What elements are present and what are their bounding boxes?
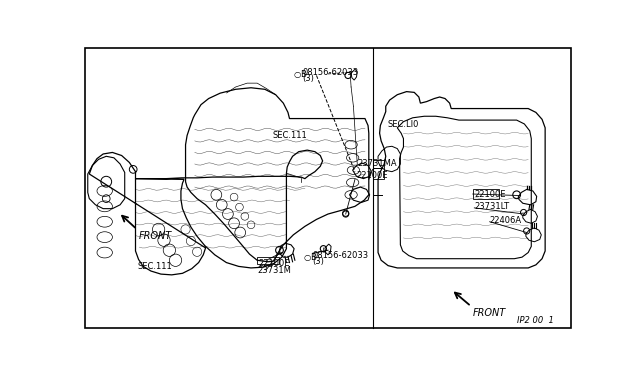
Text: 22100E: 22100E	[356, 171, 388, 180]
Text: $\bigcirc$B: $\bigcirc$B	[293, 68, 308, 80]
Text: (3): (3)	[303, 74, 314, 83]
Text: SEC.LI0: SEC.LI0	[387, 120, 419, 129]
Text: 08156-62033: 08156-62033	[303, 68, 358, 77]
Text: SEC.111: SEC.111	[137, 262, 172, 271]
Text: FRONT: FRONT	[139, 231, 172, 241]
Text: 23731M: 23731M	[257, 266, 291, 275]
Text: IP2 00  1: IP2 00 1	[516, 316, 554, 325]
Text: SEC.111: SEC.111	[273, 131, 307, 140]
Text: 08156-62033: 08156-62033	[312, 251, 369, 260]
Text: 22406A: 22406A	[490, 216, 522, 225]
Text: 22100E: 22100E	[474, 189, 506, 199]
Text: (3): (3)	[312, 257, 324, 266]
Text: FRONT: FRONT	[473, 308, 506, 318]
Text: 22100E: 22100E	[259, 259, 290, 268]
Text: $\bigcirc$B: $\bigcirc$B	[303, 251, 318, 263]
Text: 23731MA: 23731MA	[357, 160, 397, 169]
Text: 23731LT: 23731LT	[474, 202, 509, 211]
